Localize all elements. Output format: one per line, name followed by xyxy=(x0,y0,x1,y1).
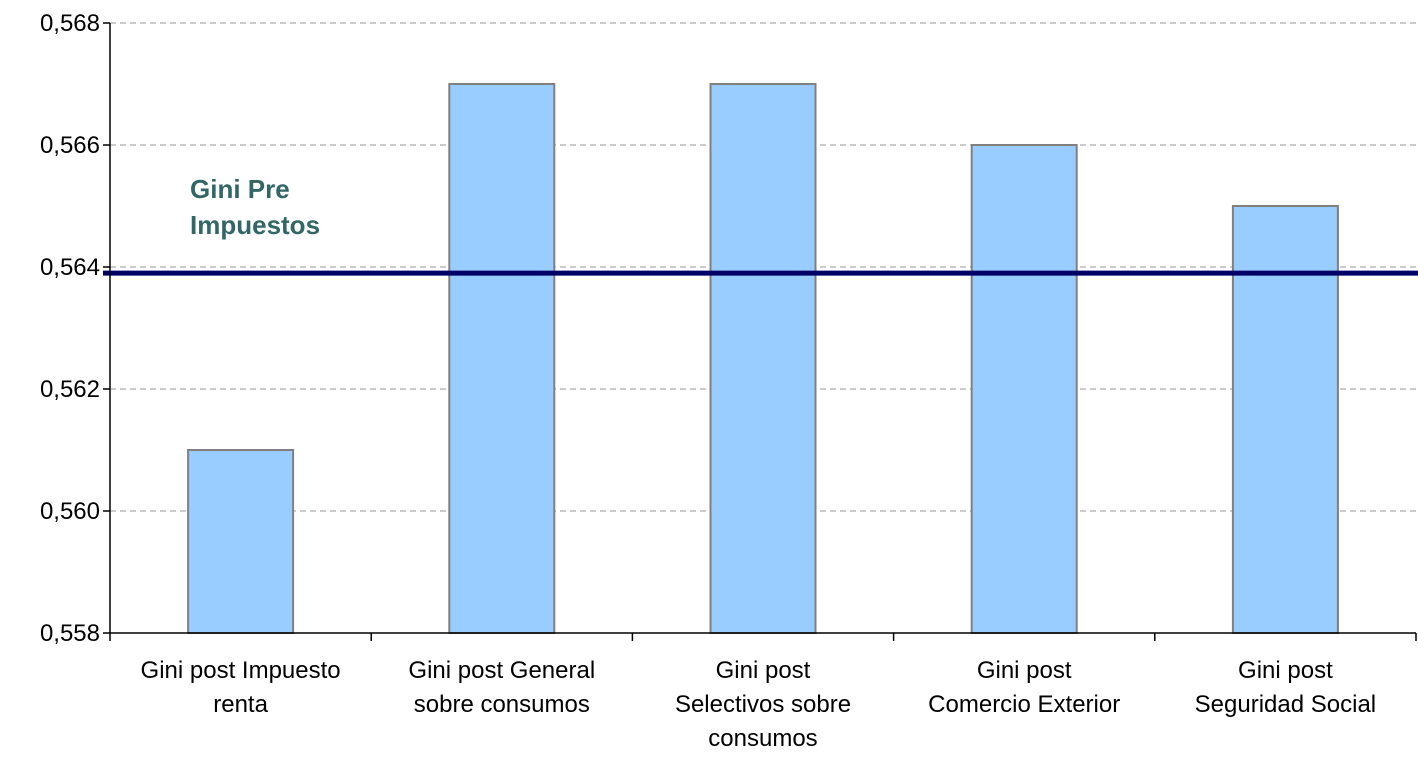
x-tick-label-line: Gini post xyxy=(1238,657,1333,684)
y-tick-label: 0,560 xyxy=(40,498,100,525)
bar xyxy=(709,83,817,634)
x-tick-label-line: renta xyxy=(213,691,268,718)
x-tick-label-line: sobre consumos xyxy=(414,691,590,718)
x-tick-label-line: consumos xyxy=(708,725,817,752)
reference-line-label: Gini Pre Impuestos xyxy=(190,174,320,240)
x-tick-label-line: Gini post General xyxy=(408,657,595,684)
x-tick-label-line: Comercio Exterior xyxy=(928,691,1120,718)
y-tick-label: 0,562 xyxy=(40,376,100,403)
bar xyxy=(448,83,556,634)
x-tick-label-line: Gini post Impuesto xyxy=(141,657,341,684)
x-tick-label-line: Seguridad Social xyxy=(1195,691,1376,718)
x-tick-label: Gini post Seguridad Social xyxy=(1195,657,1376,718)
x-tick-label: Gini post Comercio Exterior xyxy=(928,657,1120,718)
x-tick-label: Gini post Selectivos sobre consumos xyxy=(675,657,851,752)
bar xyxy=(1231,205,1339,634)
y-tick-label: 0,564 xyxy=(40,254,100,281)
x-tick-label-line: Gini post xyxy=(977,657,1072,684)
x-tick-label: Gini post Impuesto renta xyxy=(141,657,341,718)
reference-line-label-line: Gini Pre xyxy=(190,174,290,204)
x-tick-label-line: Gini post xyxy=(716,657,811,684)
reference-line-label-line: Impuestos xyxy=(190,210,320,240)
x-tick-label-line: Selectivos sobre xyxy=(675,691,851,718)
y-tick-label: 0,566 xyxy=(40,132,100,159)
bar xyxy=(970,144,1078,634)
y-tick-label: 0,558 xyxy=(40,620,100,647)
bar xyxy=(187,449,295,634)
x-tick-label: Gini post General sobre consumos xyxy=(408,657,595,718)
y-tick-label: 0,568 xyxy=(40,10,100,37)
